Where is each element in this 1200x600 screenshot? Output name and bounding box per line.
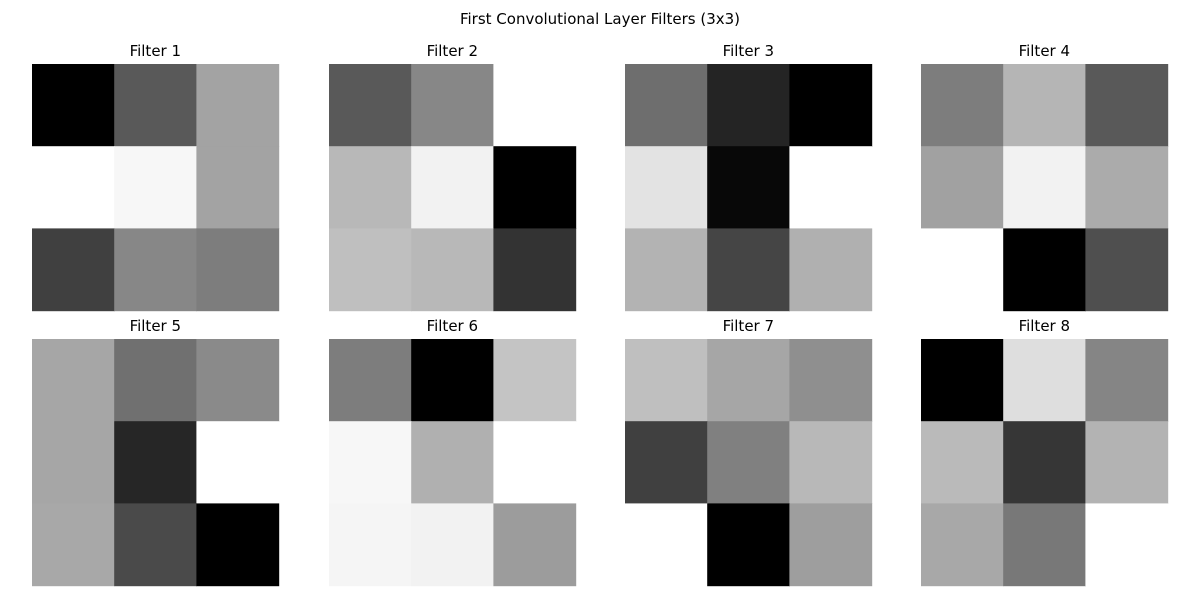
filter-cell	[32, 503, 115, 587]
filter-cell	[32, 146, 115, 229]
filter-cell	[493, 503, 577, 587]
filter-cell	[114, 503, 197, 587]
filter-cell	[493, 228, 577, 312]
filter-cell	[625, 64, 708, 147]
filter-cell	[707, 421, 790, 504]
filter-cell	[625, 421, 708, 504]
filter-cell	[707, 503, 790, 587]
filter-cell	[196, 146, 280, 229]
filter-title: Filter 8	[1019, 317, 1070, 335]
filter-panel-4: Filter 4	[921, 42, 1169, 312]
filter-cell	[707, 339, 790, 422]
filter-panel-7: Filter 7	[625, 317, 873, 587]
filter-cell	[329, 228, 412, 312]
filter-cell	[1003, 146, 1086, 229]
filter-cell	[329, 503, 412, 587]
filter-cell	[1003, 503, 1086, 587]
filter-cell	[114, 339, 197, 422]
filter-title: Filter 2	[427, 42, 478, 60]
filter-cell	[493, 146, 577, 229]
filter-title: Filter 7	[723, 317, 774, 335]
filter-cell	[329, 339, 412, 422]
filter-cell	[789, 421, 873, 504]
filter-cell	[1085, 64, 1169, 147]
filter-cell	[707, 228, 790, 312]
filter-cell	[114, 228, 197, 312]
filter-cell	[411, 146, 494, 229]
filter-cell	[493, 339, 577, 422]
filter-panel-6: Filter 6	[329, 317, 577, 587]
filter-cell	[1085, 228, 1169, 312]
figure-title: First Convolutional Layer Filters (3x3)	[460, 10, 740, 28]
filter-cell	[32, 421, 115, 504]
filter-cell	[625, 146, 708, 229]
filter-cell	[789, 146, 873, 229]
filter-panel-1: Filter 1	[32, 42, 280, 312]
filter-cell	[921, 228, 1004, 312]
filter-cell	[329, 64, 412, 147]
filter-panel-5: Filter 5	[32, 317, 280, 587]
filter-cell	[1003, 64, 1086, 147]
filter-title: Filter 5	[130, 317, 181, 335]
filter-cell	[1085, 146, 1169, 229]
filter-cell	[196, 64, 280, 147]
filter-cell	[1085, 503, 1169, 587]
filter-cell	[1003, 228, 1086, 312]
filter-cell	[625, 339, 708, 422]
filter-cell	[493, 421, 577, 504]
filter-cell	[625, 228, 708, 312]
filter-cell	[114, 146, 197, 229]
filter-title: Filter 4	[1019, 42, 1070, 60]
filter-cell	[114, 421, 197, 504]
filter-cell	[196, 339, 280, 422]
filter-cell	[921, 64, 1004, 147]
filter-cell	[411, 64, 494, 147]
filter-cell	[196, 421, 280, 504]
filter-cell	[1003, 339, 1086, 422]
filter-title: Filter 3	[723, 42, 774, 60]
filter-cell	[32, 228, 115, 312]
filter-cell	[789, 228, 873, 312]
filter-cell	[921, 421, 1004, 504]
filter-cell	[493, 64, 577, 147]
filter-cell	[32, 64, 115, 147]
filter-panels: Filter 1 Filter 2 Filter 3 Filter 4 Filter 5…	[32, 42, 1169, 587]
filter-cell	[411, 503, 494, 587]
filter-cell	[789, 339, 873, 422]
filter-panel-8: Filter 8	[921, 317, 1169, 587]
filter-cell	[789, 503, 873, 587]
filter-cell	[1003, 421, 1086, 504]
filter-cell	[114, 64, 197, 147]
filter-title: Filter 6	[427, 317, 478, 335]
filter-cell	[411, 421, 494, 504]
filter-cell	[32, 339, 115, 422]
filter-cell	[411, 228, 494, 312]
filter-cell	[625, 503, 708, 587]
filter-cell	[1085, 421, 1169, 504]
filter-cell	[921, 503, 1004, 587]
filter-cell	[329, 421, 412, 504]
filter-cell	[329, 146, 412, 229]
filter-title: Filter 1	[130, 42, 181, 60]
filter-cell	[707, 146, 790, 229]
filter-panel-3: Filter 3	[625, 42, 873, 312]
filter-cell	[921, 146, 1004, 229]
filter-cell	[196, 228, 280, 312]
filter-cell	[921, 339, 1004, 422]
filter-panel-2: Filter 2	[329, 42, 577, 312]
filter-cell	[196, 503, 280, 587]
filter-cell	[411, 339, 494, 422]
filter-cell	[707, 64, 790, 147]
filter-cell	[1085, 339, 1169, 422]
filter-cell	[789, 64, 873, 147]
